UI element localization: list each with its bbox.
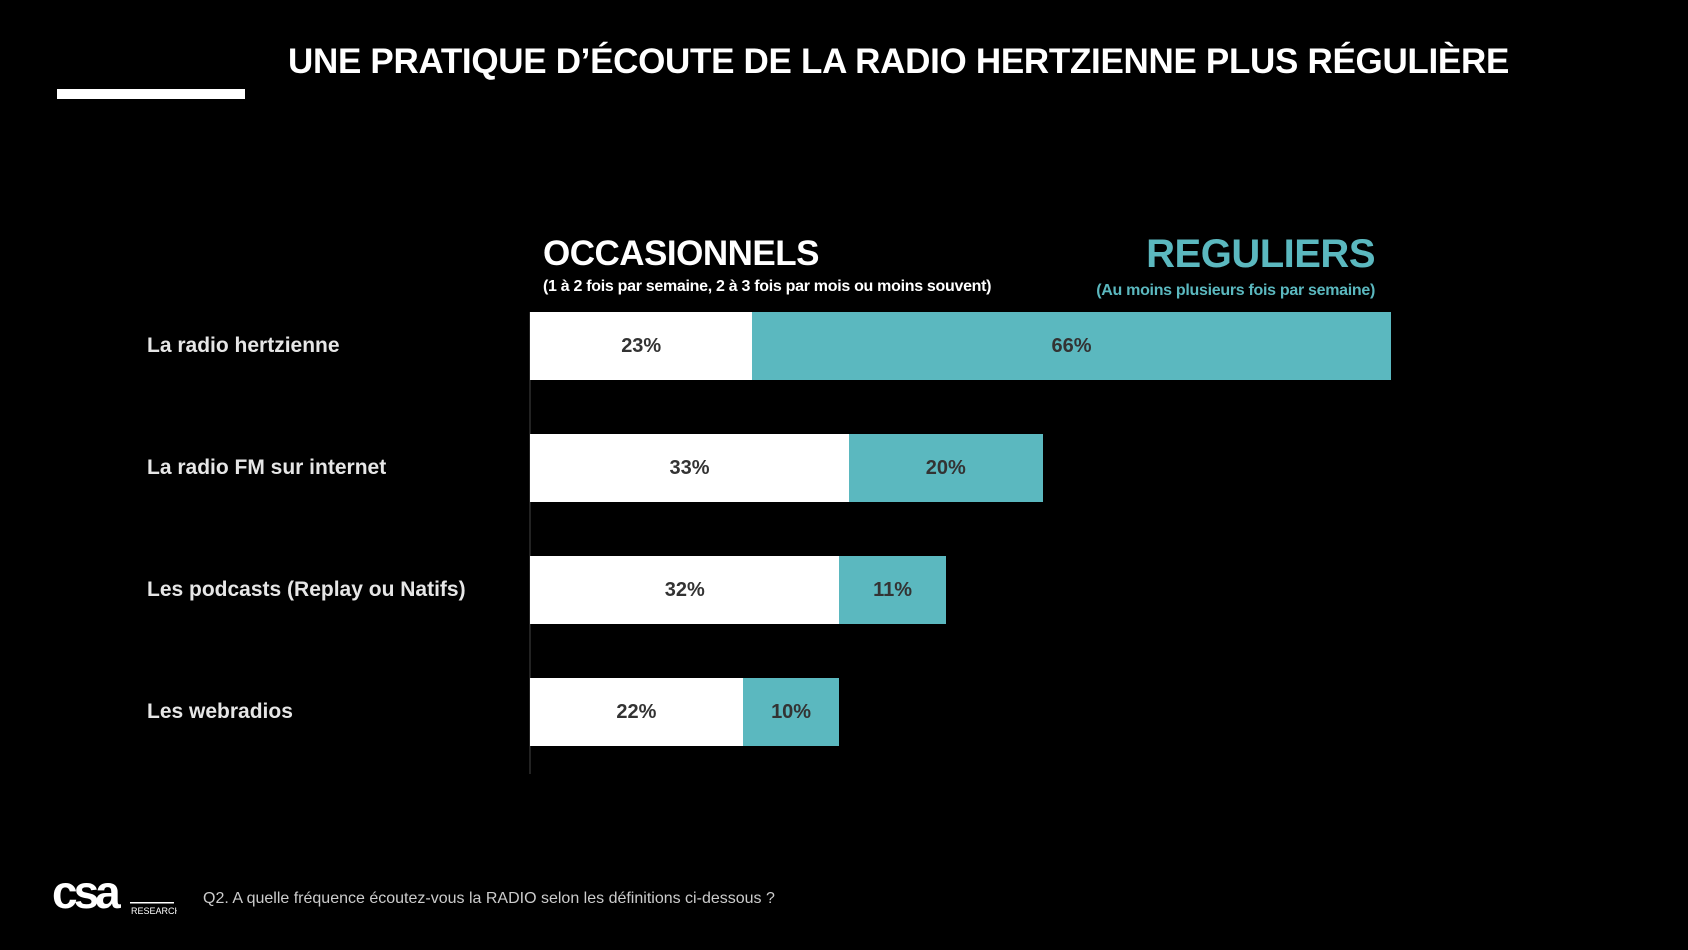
- legend-occasionnels-subtitle: (1 à 2 fois par semaine, 2 à 3 fois par …: [543, 278, 992, 295]
- bar-occasionnels: 32%: [530, 556, 840, 624]
- bar-occasionnels: 23%: [530, 312, 753, 380]
- title-underline: [57, 89, 245, 99]
- data-label: 22%: [616, 700, 657, 723]
- data-label: 66%: [1051, 334, 1092, 357]
- data-label: 11%: [873, 578, 913, 601]
- bar-reguliers: 10%: [742, 678, 840, 746]
- legend-reguliers: REGULIERS: [1146, 232, 1375, 276]
- category-label: Les webradios: [147, 700, 293, 723]
- svg-text:RESEARCH: RESEARCH: [131, 906, 177, 916]
- legend-occasionnels: OCCASIONNELS: [543, 234, 819, 273]
- category-label: La radio hertzienne: [147, 334, 340, 357]
- bar-reguliers: 11%: [839, 556, 946, 624]
- bar-occasionnels: 33%: [530, 434, 850, 502]
- bar-reguliers: 66%: [752, 312, 1391, 380]
- category-label: Les podcasts (Replay ou Natifs): [147, 578, 466, 601]
- data-label: 32%: [664, 578, 705, 601]
- csa-research-logo: csa RESEARCH: [52, 866, 181, 921]
- bar-reguliers: 20%: [849, 434, 1043, 502]
- data-label: 10%: [771, 700, 812, 723]
- svg-text:csa: csa: [52, 874, 121, 916]
- data-label: 20%: [925, 456, 966, 479]
- category-axis: [529, 312, 531, 774]
- legend-reguliers-subtitle: (Au moins plusieurs fois par semaine): [1096, 282, 1375, 299]
- category-label: La radio FM sur internet: [147, 456, 387, 479]
- survey-question: Q2. A quelle fréquence écoutez-vous la R…: [203, 890, 775, 907]
- data-label: 33%: [669, 456, 710, 479]
- data-label: 23%: [621, 334, 662, 357]
- page-title: UNE PRATIQUE D’ÉCOUTE DE LA RADIO HERTZI…: [288, 42, 1509, 81]
- bar-occasionnels: 22%: [530, 678, 743, 746]
